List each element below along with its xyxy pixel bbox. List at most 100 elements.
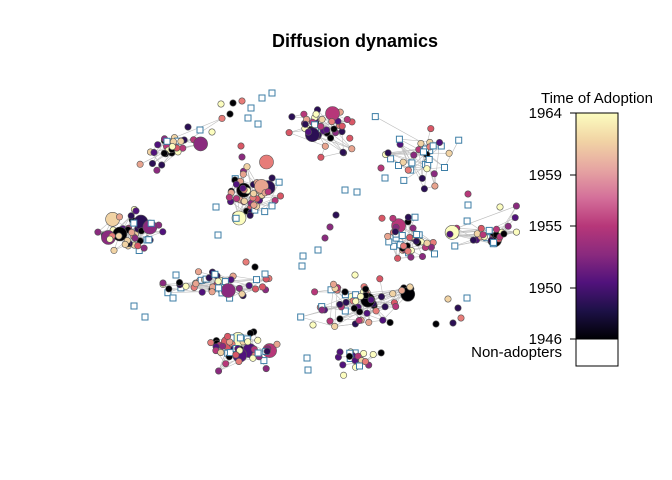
adopter-node — [469, 236, 477, 244]
adopter-node — [339, 148, 347, 156]
adopter-node — [158, 161, 166, 169]
adopter-node — [236, 346, 244, 354]
adopter-node — [149, 160, 157, 168]
non-adopter-node — [247, 104, 255, 112]
adopter-node — [240, 197, 248, 205]
adopter-node — [492, 225, 500, 233]
non-adopter-node — [244, 114, 252, 122]
non-adopter-node — [298, 262, 306, 270]
adopter-node — [94, 228, 102, 236]
network-edge — [388, 152, 428, 166]
adopter-node — [446, 230, 454, 238]
adopter-node — [377, 349, 385, 357]
adopter-node — [457, 314, 465, 322]
adopter-node — [512, 228, 520, 236]
network-nodes — [94, 89, 520, 379]
adopter-node — [198, 288, 206, 296]
adopter-node — [304, 128, 312, 136]
legend: Time of Adoption 1964 1959 1955 1950 194… — [471, 90, 653, 367]
adopter-node — [377, 164, 385, 172]
legend-tick-label: 1955 — [529, 218, 562, 235]
adopter-node — [244, 338, 252, 346]
non-adopter-node — [130, 302, 138, 310]
adopter-node — [346, 134, 354, 142]
non-adopter-node — [385, 238, 393, 246]
adopter-node — [511, 214, 519, 222]
adopter-node — [127, 212, 135, 220]
network — [94, 89, 520, 379]
adopter-node — [193, 136, 208, 152]
adopter-node — [444, 295, 452, 303]
adopter-node — [449, 319, 457, 327]
adopter-node — [432, 320, 440, 328]
non-adopter-node — [163, 137, 171, 145]
adopter-node — [389, 290, 397, 298]
network-edge — [264, 182, 280, 212]
adopter-node — [351, 271, 359, 279]
network-edge — [320, 152, 344, 158]
adopter-node — [106, 235, 114, 243]
adopter-node — [221, 283, 236, 298]
non-adopter-node — [425, 156, 433, 163]
adopter-node — [417, 140, 425, 148]
adopter-node — [177, 137, 185, 145]
network-edge — [434, 142, 440, 187]
non-adopter-node — [314, 246, 322, 254]
adopter-node — [479, 231, 487, 239]
non-adopter-node — [214, 231, 222, 239]
adopter-node — [398, 286, 406, 294]
non-adopter-node — [268, 202, 276, 210]
adopter-node — [229, 99, 237, 107]
adopter-node — [378, 214, 386, 222]
adopter-node — [341, 288, 349, 296]
non-adopter-node — [212, 203, 220, 211]
adopter-node — [309, 321, 317, 329]
non-adopter-node — [299, 252, 307, 260]
adopter-node — [214, 277, 222, 285]
adopter-node — [165, 285, 173, 293]
non-adopter-node — [431, 250, 438, 258]
adopter-node — [250, 201, 258, 209]
adopter-node — [406, 283, 414, 291]
non-adopter-node — [451, 242, 459, 250]
non-adopter-node — [395, 162, 402, 169]
legend-tick-label: 1946 — [529, 331, 562, 348]
non-adopter-node — [420, 148, 427, 156]
adopter-node — [110, 246, 118, 254]
non-adopter-node — [390, 242, 398, 250]
non-adopter-node — [413, 231, 421, 238]
adopter-node — [361, 358, 369, 366]
non-adopter-node — [464, 201, 472, 209]
legend-non-adopters-box — [575, 338, 619, 367]
adopter-node — [464, 190, 472, 198]
adopter-node — [311, 288, 319, 296]
network-edge — [366, 302, 395, 314]
adopter-node — [150, 149, 158, 157]
non-adopter-node — [145, 236, 153, 244]
adopter-node — [323, 126, 331, 134]
adopter-node — [321, 234, 329, 242]
non-adopter-node — [211, 270, 219, 278]
adopter-node — [336, 348, 344, 356]
non-adopter-node — [304, 366, 312, 374]
adopter-node — [343, 116, 351, 124]
network-edge — [194, 287, 223, 294]
adopter-node — [264, 188, 272, 196]
network-edge — [152, 140, 165, 164]
non-adopter-node — [441, 164, 448, 171]
non-adopter-node — [254, 349, 262, 357]
adopter-node — [219, 342, 227, 350]
non-adopter-node — [400, 176, 408, 184]
non-adopter-node — [196, 126, 204, 134]
adopter-node — [263, 347, 271, 355]
adopter-node — [205, 274, 213, 282]
legend-colorbar — [575, 112, 619, 340]
adopter-node — [473, 230, 481, 238]
adopter-node — [262, 365, 270, 373]
adopter-node — [336, 315, 344, 323]
non-adopter-node — [268, 89, 276, 97]
adopter-node — [427, 243, 435, 251]
adopter-node — [326, 223, 334, 231]
adopter-node — [423, 239, 431, 247]
adopter-node — [389, 214, 397, 222]
